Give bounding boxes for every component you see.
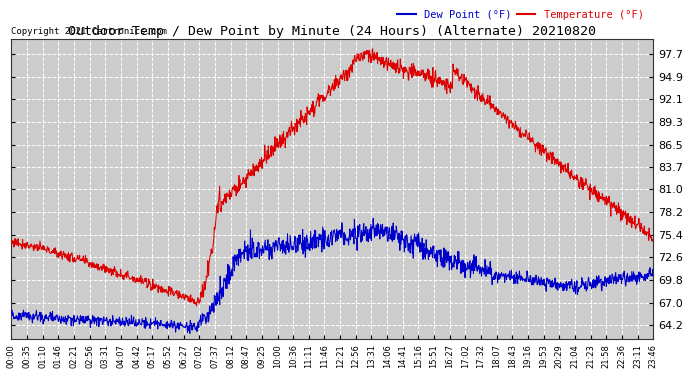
Title: Outdoor Temp / Dew Point by Minute (24 Hours) (Alternate) 20210820: Outdoor Temp / Dew Point by Minute (24 H… bbox=[68, 25, 596, 38]
Legend: Dew Point (°F), Temperature (°F): Dew Point (°F), Temperature (°F) bbox=[393, 6, 648, 24]
Text: Copyright 2021 Cartronics.com: Copyright 2021 Cartronics.com bbox=[12, 27, 167, 36]
